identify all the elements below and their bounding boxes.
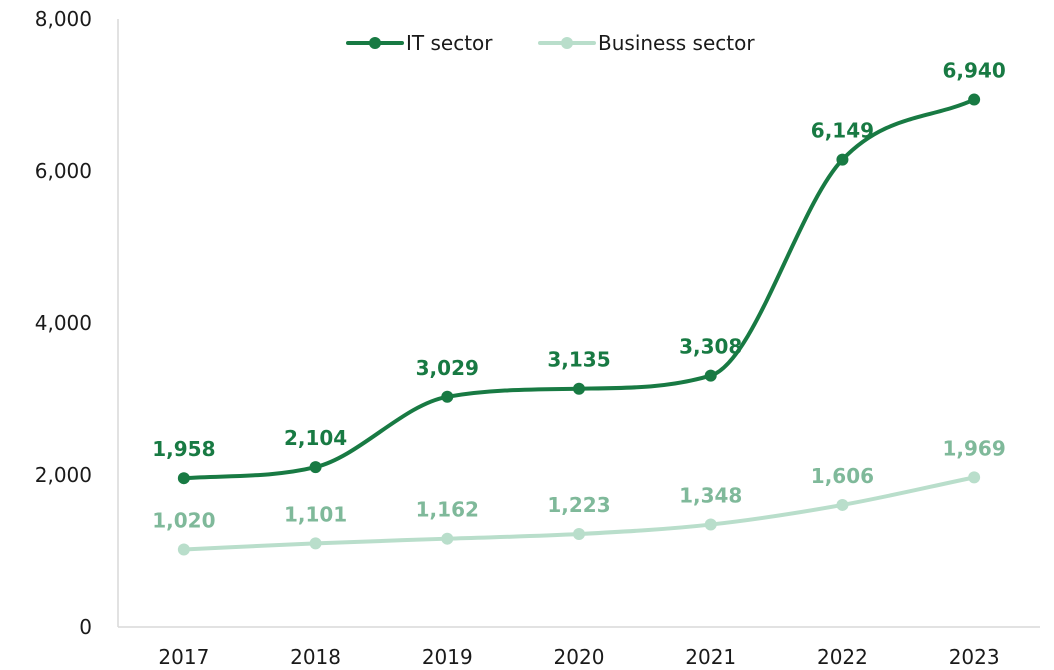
data-point-business-sector [441,532,454,545]
data-label-business-sector: 1,020 [152,508,215,532]
data-label-it-sector: 3,135 [547,348,610,372]
data-label-it-sector: 1,958 [152,437,215,461]
data-label-it-sector: 3,029 [416,356,479,380]
data-label-it-sector: 3,308 [679,335,742,359]
data-point-it-sector [836,153,849,166]
data-point-business-sector [177,543,190,556]
x-tick-label: 2020 [554,645,605,669]
data-label-business-sector: 1,223 [547,493,610,517]
axes [117,19,1040,628]
data-label-it-sector: 2,104 [284,426,347,450]
y-tick-label: 4,000 [35,311,92,335]
series-line-it-sector [181,97,977,481]
legend-marker-it-sector [369,37,381,49]
data-point-business-sector [573,528,585,541]
data-point-business-sector [704,518,717,531]
data-point-it-sector [309,461,322,474]
series-points [177,93,981,556]
x-tick-label: 2017 [158,645,209,669]
x-tick-label: 2021 [685,645,736,669]
x-tick-labels: 2017 2018 2019 2020 2021 2022 2023 [158,645,999,669]
y-tick-label: 8,000 [35,7,92,31]
data-labels: 1,020 1,101 1,162 1,223 1,348 1,606 1,969 1,958… [152,59,1006,533]
legend-marker-business-sector [561,37,573,49]
data-label-business-sector: 1,101 [284,502,347,526]
data-point-it-sector [573,382,585,395]
y-tick-label: 2,000 [35,463,92,487]
data-point-it-sector [968,93,981,106]
data-point-business-sector [968,471,981,484]
data-label-business-sector: 1,348 [679,484,742,508]
data-label-it-sector: 6,940 [943,59,1006,83]
data-label-business-sector: 1,162 [416,498,479,522]
data-point-it-sector [441,390,454,403]
data-point-business-sector [836,498,849,511]
legend-item-it-sector: IT sector [346,31,493,55]
y-tick-label: 6,000 [35,159,92,183]
data-point-it-sector [704,369,717,382]
y-tick-labels: 0 2,000 4,000 6,000 8,000 [35,7,92,639]
legend: IT sector Business sector [346,31,755,55]
x-tick-label: 2018 [290,645,341,669]
x-tick-label: 2023 [949,645,1000,669]
x-tick-label: 2019 [422,645,473,669]
data-label-business-sector: 1,606 [811,464,874,488]
legend-label-business-sector: Business sector [598,31,755,55]
data-point-it-sector [177,472,190,485]
y-tick-label: 0 [79,615,92,639]
legend-item-business-sector: Business sector [538,31,755,55]
legend-label-it-sector: IT sector [406,31,493,55]
data-point-business-sector [309,537,322,550]
data-label-it-sector: 6,149 [811,119,874,143]
data-label-business-sector: 1,969 [943,436,1006,460]
x-tick-label: 2022 [817,645,868,669]
